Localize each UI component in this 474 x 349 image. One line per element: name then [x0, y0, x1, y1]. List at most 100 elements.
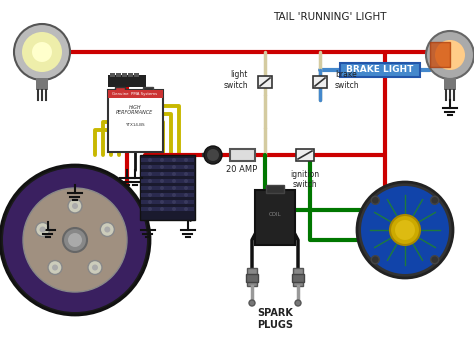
Circle shape	[395, 220, 415, 240]
Circle shape	[172, 158, 176, 162]
Text: Genuine  PMA Systems: Genuine PMA Systems	[112, 92, 157, 96]
Bar	[143, 87, 153, 93]
Bar	[122, 73, 127, 77]
Circle shape	[361, 186, 449, 274]
Circle shape	[22, 32, 62, 72]
Circle shape	[52, 265, 58, 270]
Bar	[128, 73, 133, 77]
Circle shape	[88, 260, 102, 275]
Circle shape	[36, 223, 50, 237]
Bar	[292, 274, 304, 282]
Bar	[108, 90, 163, 152]
Text: SPARK
PLUGS: SPARK PLUGS	[257, 308, 293, 329]
Circle shape	[14, 24, 70, 80]
Circle shape	[184, 186, 188, 190]
Bar	[141, 207, 194, 211]
Circle shape	[435, 40, 465, 70]
Bar	[140, 155, 195, 220]
Circle shape	[160, 165, 164, 169]
Circle shape	[160, 158, 164, 162]
Bar	[141, 165, 194, 169]
Circle shape	[68, 199, 82, 213]
Circle shape	[184, 158, 188, 162]
Circle shape	[160, 207, 164, 211]
Circle shape	[431, 256, 439, 264]
Circle shape	[160, 193, 164, 197]
Circle shape	[148, 207, 152, 211]
Bar	[110, 73, 115, 77]
Circle shape	[371, 256, 379, 264]
Text: light
switch: light switch	[223, 70, 248, 90]
Circle shape	[184, 165, 188, 169]
Bar	[444, 78, 456, 90]
Text: BRAKE LIGHT: BRAKE LIGHT	[346, 66, 414, 74]
Bar	[247, 268, 257, 286]
Bar	[313, 76, 327, 88]
Bar	[141, 193, 194, 197]
Circle shape	[172, 172, 176, 176]
Circle shape	[63, 228, 87, 252]
Circle shape	[295, 300, 301, 306]
Bar	[230, 149, 255, 161]
Circle shape	[207, 149, 219, 161]
Circle shape	[431, 196, 439, 204]
Bar	[141, 179, 194, 183]
Circle shape	[184, 200, 188, 204]
Bar	[141, 200, 194, 204]
Circle shape	[148, 193, 152, 197]
Circle shape	[148, 165, 152, 169]
Text: COIL: COIL	[269, 213, 281, 217]
Circle shape	[371, 196, 379, 204]
Bar	[296, 149, 314, 161]
Text: YTX14-BS: YTX14-BS	[125, 123, 145, 127]
Circle shape	[184, 193, 188, 197]
Circle shape	[204, 146, 222, 164]
Circle shape	[40, 227, 46, 232]
Circle shape	[172, 193, 176, 197]
Bar	[246, 274, 258, 282]
Bar	[141, 186, 194, 190]
Circle shape	[148, 172, 152, 176]
Circle shape	[172, 179, 176, 183]
Bar	[116, 73, 121, 77]
Bar	[430, 42, 450, 67]
Text: HIGH
PERFORMANCE: HIGH PERFORMANCE	[117, 105, 154, 116]
Circle shape	[104, 227, 110, 232]
Circle shape	[160, 186, 164, 190]
Circle shape	[160, 172, 164, 176]
Bar	[108, 90, 163, 98]
Bar	[108, 75, 146, 87]
Circle shape	[249, 300, 255, 306]
Circle shape	[0, 165, 150, 315]
Bar	[340, 63, 420, 77]
Circle shape	[48, 260, 62, 275]
Circle shape	[184, 207, 188, 211]
Circle shape	[68, 233, 82, 247]
Bar	[258, 76, 272, 88]
Circle shape	[92, 265, 98, 270]
Circle shape	[72, 203, 78, 209]
Circle shape	[23, 188, 127, 292]
Circle shape	[172, 165, 176, 169]
Circle shape	[390, 215, 420, 245]
Bar	[141, 172, 194, 176]
Circle shape	[160, 200, 164, 204]
Text: 20 AMP: 20 AMP	[227, 165, 258, 174]
Circle shape	[184, 172, 188, 176]
Text: ignition
switch: ignition switch	[291, 170, 319, 190]
Bar	[141, 158, 194, 162]
Bar	[255, 190, 295, 245]
Circle shape	[426, 31, 474, 79]
Circle shape	[148, 179, 152, 183]
Circle shape	[100, 223, 114, 237]
Text: brake
switch: brake switch	[335, 70, 360, 90]
Circle shape	[160, 179, 164, 183]
Bar	[266, 185, 284, 193]
Bar	[115, 87, 125, 93]
Circle shape	[148, 186, 152, 190]
Bar	[36, 78, 48, 90]
Circle shape	[148, 200, 152, 204]
Circle shape	[184, 179, 188, 183]
Circle shape	[148, 158, 152, 162]
Circle shape	[32, 42, 52, 62]
